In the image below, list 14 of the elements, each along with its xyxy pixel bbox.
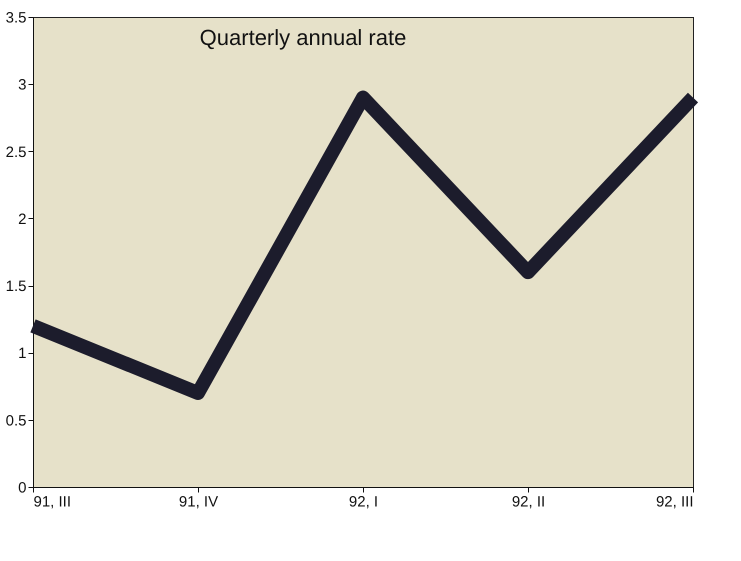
y-tick-label: 0.5: [6, 412, 26, 430]
y-tick-label: 3: [18, 76, 26, 94]
x-tick-label: 92, II: [512, 494, 546, 510]
chart-title: Quarterly annual rate: [200, 25, 406, 50]
x-tick-label: 91, IV: [178, 494, 218, 510]
x-tick-label: 92, III: [656, 494, 694, 510]
y-tick-label: 3.5: [6, 10, 26, 26]
y-tick-label: 1: [18, 345, 26, 362]
y-tick-label: 2.5: [6, 144, 26, 161]
y-tick-label: 2: [18, 210, 26, 228]
y-tick-label: 0: [18, 480, 26, 496]
x-tick-label: 92, I: [348, 494, 378, 510]
x-tick-label: 91, III: [34, 494, 72, 510]
y-tick-label: 1.5: [6, 278, 26, 296]
